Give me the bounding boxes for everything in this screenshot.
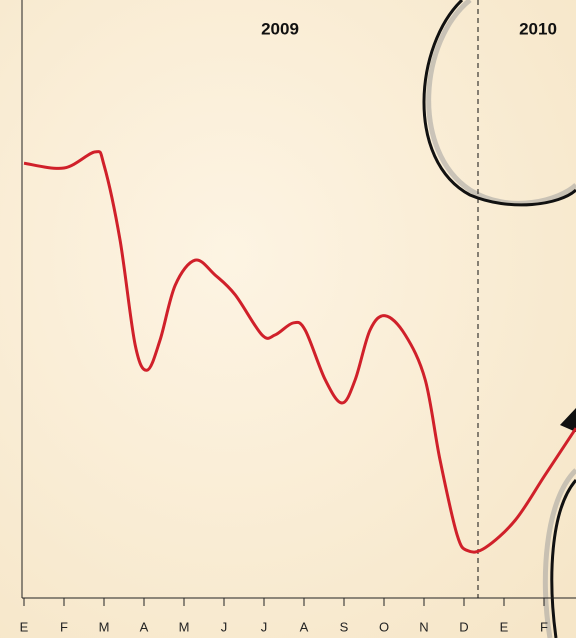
year-label: 2009 [261, 19, 299, 38]
x-tick-label: J [261, 619, 268, 634]
line-series [23, 150, 576, 554]
swirl [550, 479, 576, 638]
x-tick-label: E [20, 619, 29, 634]
x-tick-label: J [221, 619, 228, 634]
x-tick-label: M [99, 619, 110, 634]
swirl-shadow [542, 468, 576, 638]
arrow-head [560, 408, 576, 432]
x-tick-label: A [140, 619, 149, 634]
x-tick-label: S [340, 619, 349, 634]
swirl [422, 0, 576, 207]
x-tick-label: F [540, 619, 548, 634]
x-tick-label: M [179, 619, 190, 634]
year-label: 2010 [519, 19, 557, 38]
x-tick-label: E [500, 619, 509, 634]
x-tick-label: A [300, 619, 309, 634]
x-tick-label: F [60, 619, 68, 634]
swirl-shadow [426, 0, 576, 206]
x-tick-label: N [419, 619, 428, 634]
x-tick-label: O [379, 619, 389, 634]
x-tick-label: D [459, 619, 468, 634]
